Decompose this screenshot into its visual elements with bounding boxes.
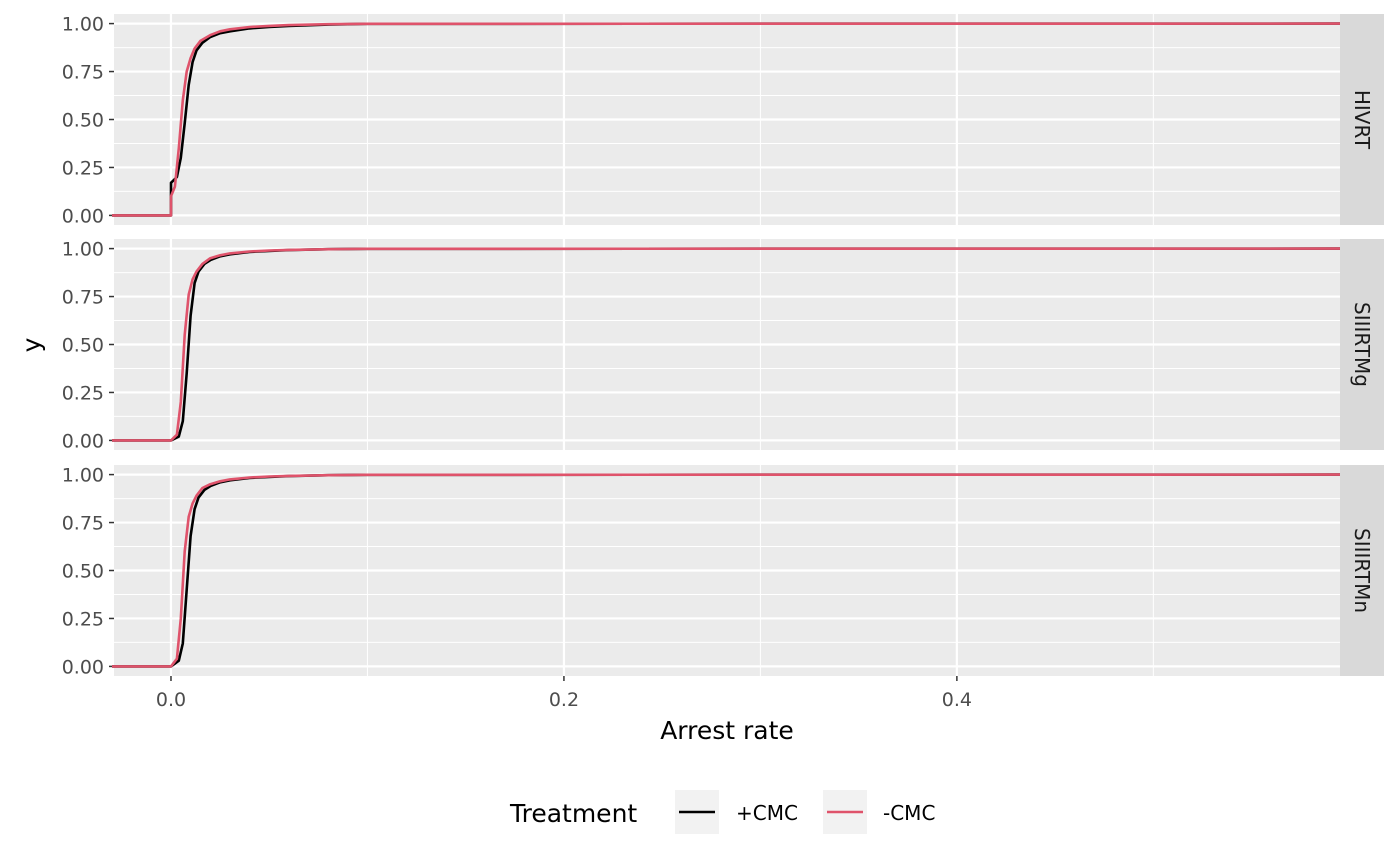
facet-strip-label: SIIIRTMn	[1350, 528, 1374, 613]
legend-title: Treatment	[509, 799, 637, 828]
facet-strip-label: HIVRT	[1350, 90, 1374, 150]
y-tick-label: 1.00	[62, 14, 104, 36]
facet-panel-siiirtmn: 0.00 0.25 0.50 0.75 1.00 SIIIRTMn	[62, 465, 1384, 678]
legend-entry-plus-cmc: +CMC	[675, 790, 798, 834]
x-tick-label: 0.2	[549, 689, 579, 711]
y-tick-label: 0.50	[62, 561, 104, 583]
y-tick-label: 0.25	[62, 608, 104, 630]
facet-panels: 0.00 0.25 0.50 0.75 1.00 HIVRT 0.00 0.25 0.50 0.7…	[62, 14, 1384, 678]
y-tick-label: 0.25	[62, 382, 104, 404]
series-line-minus-cmc	[112, 247, 1341, 442]
legend: Treatment +CMC -CMC	[509, 790, 935, 834]
y-tick-label: 1.00	[62, 465, 104, 487]
y-tick-label: 0.00	[62, 205, 104, 227]
y-tick-label: 0.50	[62, 110, 104, 132]
y-axis-title: y	[17, 337, 46, 352]
facet-strip-label: SIIIRTMg	[1350, 302, 1374, 387]
x-axis: 0.0 0.2 0.4	[156, 676, 972, 711]
y-tick-label: 0.00	[62, 656, 104, 678]
y-tick-label: 1.00	[62, 239, 104, 261]
series-line-minus-cmc	[112, 473, 1341, 668]
y-tick-label: 0.25	[62, 157, 104, 179]
y-tick-label: 0.75	[62, 513, 104, 535]
y-tick-label: 0.50	[62, 335, 104, 357]
x-axis-title: Arrest rate	[660, 716, 794, 745]
legend-label: -CMC	[883, 801, 935, 825]
y-tick-label: 0.75	[62, 62, 104, 84]
series-line-minus-cmc	[112, 22, 1341, 217]
facet-panel-siiirtmg: 0.00 0.25 0.50 0.75 1.00 SIIIRTMg	[62, 239, 1384, 452]
facet-strip	[1340, 239, 1384, 450]
facet-strip	[1340, 14, 1384, 225]
y-tick-label: 0.75	[62, 287, 104, 309]
facet-panel-hivrt: 0.00 0.25 0.50 0.75 1.00 HIVRT	[62, 14, 1384, 227]
x-tick-label: 0.0	[156, 689, 186, 711]
legend-label: +CMC	[736, 801, 798, 825]
facet-strip	[1340, 465, 1384, 676]
y-tick-label: 0.00	[62, 430, 104, 452]
x-tick-label: 0.4	[942, 689, 972, 711]
legend-entry-minus-cmc: -CMC	[823, 790, 935, 834]
